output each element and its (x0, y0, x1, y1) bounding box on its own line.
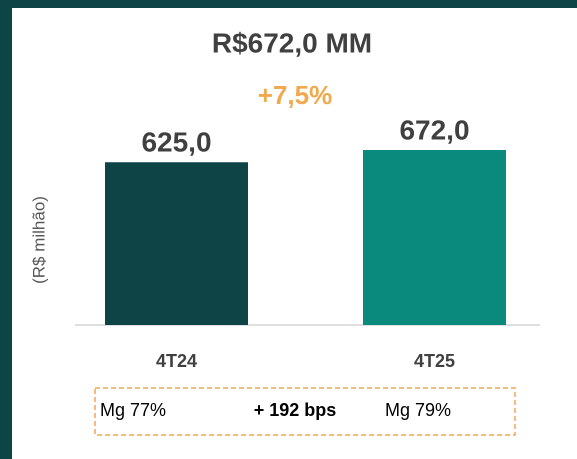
bar (105, 162, 248, 325)
margin-label: Mg 79% (385, 400, 451, 420)
margin-change: + 192 bps (254, 400, 337, 420)
bar (363, 150, 506, 325)
change-label: +7,5% (258, 80, 332, 110)
margin-box (94, 387, 516, 436)
value-label: 625,0 (141, 127, 211, 158)
margin-label: Mg 77% (100, 400, 166, 420)
chart-title: R$672,0 MM (212, 27, 372, 58)
value-label: 672,0 (399, 114, 469, 145)
x-tick-label: 4T24 (156, 351, 197, 371)
y-axis-label: (R$ milhão) (29, 196, 48, 284)
x-tick-label: 4T25 (414, 351, 455, 371)
